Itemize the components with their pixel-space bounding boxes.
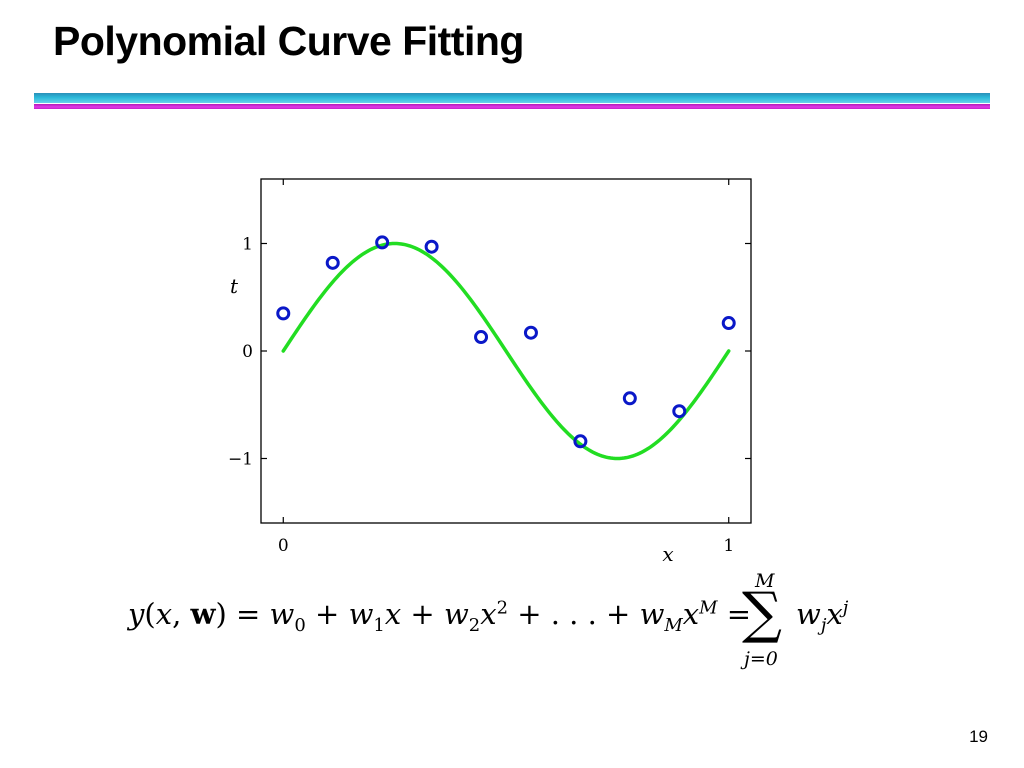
- tick-marks: [261, 179, 751, 523]
- data-point: [672, 404, 687, 419]
- y-axis-label: t: [230, 274, 239, 298]
- x-tick-label: 1: [723, 536, 734, 556]
- data-point: [424, 239, 439, 254]
- y-tick-label: 0: [242, 342, 253, 362]
- data-point: [375, 235, 390, 250]
- tick-labels: 0 1 −1 0 1: [228, 235, 734, 557]
- y-tick-label: −1: [228, 450, 253, 470]
- slide-title: Polynomial Curve Fitting: [53, 18, 524, 64]
- x-axis-label: x: [662, 542, 673, 566]
- page-number: 19: [969, 727, 988, 746]
- summation-sign: ∑: [742, 581, 782, 646]
- data-point: [474, 330, 489, 345]
- data-point: [622, 391, 637, 406]
- data-point: [573, 434, 588, 449]
- data-points: [276, 235, 736, 449]
- data-point: [721, 316, 736, 331]
- data-point: [325, 255, 340, 270]
- equation-lhs: y(x, w) = w0 + w1x + w2x2 + . . . + wMxM…: [128, 597, 752, 636]
- summation-lower-limit: j=0: [744, 648, 778, 670]
- summation-upper-limit: M: [755, 570, 775, 592]
- data-point: [276, 306, 291, 321]
- sine-curve: [281, 241, 731, 461]
- x-tick-label: 0: [278, 536, 289, 556]
- title-rule-magenta: [34, 104, 990, 109]
- y-tick-label: 1: [242, 235, 253, 255]
- summation-term: wjxj: [796, 597, 849, 636]
- data-point: [523, 325, 538, 340]
- polynomial-equation: y(x, w) = w0 + w1x + w2x2 + . . . + wMxM…: [128, 570, 868, 670]
- title-rule-blue: [34, 93, 990, 103]
